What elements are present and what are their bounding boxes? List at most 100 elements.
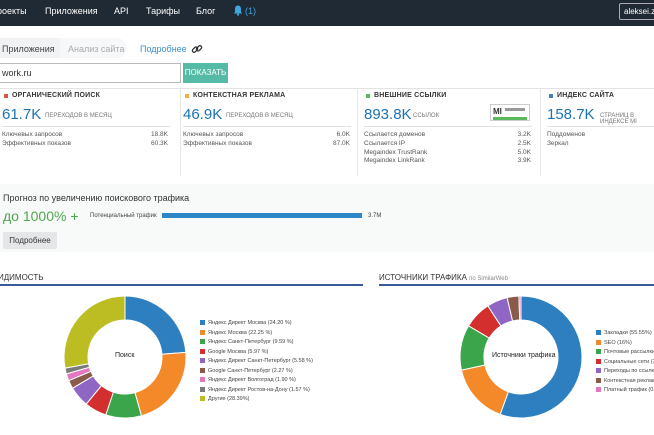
referring-domains-value: 3.2K xyxy=(517,131,531,138)
nav-api[interactable]: API xyxy=(114,6,129,16)
referring-ip-label: Ссылается IP xyxy=(364,140,406,147)
visibility-slice-8[interactable] xyxy=(63,295,126,369)
bell-icon[interactable] xyxy=(233,5,243,16)
forecast-more-button[interactable]: Подробнее xyxy=(3,232,57,249)
traffic-legend-label: Почтовые рассылки (1 xyxy=(604,349,654,355)
show-button[interactable]: ПОКАЗАТЬ xyxy=(183,63,228,83)
traffic-legend-label: SEO (16%) xyxy=(604,339,632,346)
organic-sub: ПЕРЕХОДОВ В МЕСЯЦ xyxy=(45,113,112,119)
visibility-legend-swatch xyxy=(200,329,205,335)
links-title: ВНЕШНИЕ ССЫЛКИ xyxy=(374,92,447,99)
links-value: 893.8K xyxy=(364,106,412,123)
referring-ip-value: 2.5K xyxy=(517,140,531,147)
card-divider-line xyxy=(2,126,170,127)
megaindex-badge[interactable]: MI xyxy=(490,104,530,121)
traffic-slice-1[interactable] xyxy=(460,364,509,415)
visibility-legend-item[interactable]: Яндекс Директ Санкт-Петербург (5.58 %) xyxy=(200,358,313,364)
visibility-legend-label: Яндекс Директ Санкт-Петербург (5.58 %) xyxy=(208,358,313,364)
card-divider xyxy=(357,88,358,176)
traffic-legend-swatch xyxy=(596,339,601,345)
traffic-legend-swatch xyxy=(596,330,601,335)
visibility-legend-item[interactable]: Яндекс Директ Москва (24.20 %) xyxy=(200,320,292,326)
visibility-legend-swatch xyxy=(200,358,205,363)
visibility-legend-item[interactable]: Другие (28.39%) xyxy=(200,396,249,402)
nav-pricing[interactable]: Тарифы xyxy=(146,6,181,16)
forecast-title: Прогноз по увеличению поискового трафика xyxy=(3,193,190,203)
visibility-legend-item[interactable]: Яндекс Директ Волгоград (1.90 %) xyxy=(200,377,296,383)
traffic-legend-item[interactable]: Переходы по ссылкам xyxy=(596,368,654,374)
traffic-legend-item[interactable]: Контекстная реклама xyxy=(596,377,654,384)
traffic-slice-6[interactable] xyxy=(518,295,522,321)
traffic-legend-item[interactable]: SEO (16%) xyxy=(596,339,632,346)
breadcrumb-apps[interactable]: Приложения xyxy=(2,44,55,54)
traffic-legend-label: Закладки (55.55%) xyxy=(604,330,652,336)
traffic-legend-item[interactable]: Закладки (55.55%) xyxy=(596,330,652,336)
visibility-legend-swatch xyxy=(200,396,205,401)
traffic-title: ИСТОЧНИКИ ТРАФИКА по SimilarWeb xyxy=(379,273,508,282)
breadcrumb-site-analysis[interactable]: Анализ сайта xyxy=(68,44,125,54)
nav-blog[interactable]: Блог xyxy=(196,6,216,16)
traffic-legend-item[interactable]: Платный трафик (0.38 xyxy=(596,387,654,393)
organic-impressions-value: 60.3K xyxy=(151,140,168,147)
traffic-legend-item[interactable]: Социальные сети (7.3 xyxy=(596,358,654,365)
metrics-top-divider xyxy=(0,88,654,89)
card-divider-line xyxy=(183,126,351,127)
organic-keywords-value: 18.8K xyxy=(151,131,168,138)
traffic-legend-label: Переходы по ссылкам xyxy=(604,368,654,374)
visibility-legend-label: Яндекс Москва (22.25 %) xyxy=(208,329,273,336)
visibility-slice-0[interactable] xyxy=(124,295,187,355)
visibility-legend-label: Яндекс Директ Москва (24.20 %) xyxy=(208,320,292,326)
link-icon[interactable] xyxy=(191,43,203,55)
traffic-legend-swatch xyxy=(596,358,601,364)
mirrors-label: Зеркал xyxy=(547,140,569,147)
visibility-legend-label: Яндекс Директ Волгоград (1.90 %) xyxy=(208,377,296,383)
index-color-dot xyxy=(549,94,553,98)
subdomains-label: Поддоменов xyxy=(547,131,586,138)
visibility-legend-item[interactable]: Яндекс Санкт-Петербург (9.59 %) xyxy=(200,339,293,345)
card-divider-line xyxy=(547,126,654,127)
traffic-underline xyxy=(379,284,654,286)
notification-count[interactable]: (1) xyxy=(245,6,256,16)
visibility-legend-item[interactable]: Google Москва (5.97 %) xyxy=(200,348,269,355)
context-title: КОНТЕКСТНАЯ РЕКЛАМА xyxy=(193,92,286,99)
forecast-panel xyxy=(0,184,654,252)
visibility-legend-label: Яндекс Санкт-Петербург (9.59 %) xyxy=(208,339,294,345)
index-title: ИНДЕКС САЙТА xyxy=(557,92,615,99)
visibility-legend-item[interactable]: Яндекс Москва (22.25 %) xyxy=(200,329,273,336)
potential-traffic-bar xyxy=(162,213,362,218)
traffic-legend-label: Платный трафик (0.38 xyxy=(604,387,654,393)
organic-value: 61.7K xyxy=(2,106,42,123)
visibility-legend-label: Яндекс Директ Ростов-на-Дону (1.57 %) xyxy=(208,386,310,393)
traffic-legend-swatch xyxy=(596,368,601,373)
traffic-slice-0[interactable] xyxy=(499,295,583,419)
forecast-growth: до 1000% + xyxy=(3,208,79,224)
visibility-slice-1[interactable] xyxy=(134,351,187,417)
trustrank-value: 5.0K xyxy=(517,149,531,156)
links-sub: ССЫЛОК xyxy=(413,113,440,119)
visibility-legend-swatch xyxy=(200,339,205,344)
nav-projects[interactable]: роекты xyxy=(0,6,27,16)
more-link[interactable]: Подробнее xyxy=(140,44,187,54)
traffic-legend-swatch xyxy=(596,377,601,383)
traffic-title-sub: по SimilarWeb xyxy=(469,276,508,282)
linkrank-label: Megaindex LinkRank xyxy=(364,157,425,164)
traffic-legend-label: Социальные сети (7.3 xyxy=(604,358,654,365)
top-navbar: роекты Приложения API Тарифы Блог (1) al… xyxy=(0,0,654,26)
visibility-legend-item[interactable]: Яндекс Директ Ростов-на-Дону (1.57 %) xyxy=(200,386,310,393)
site-url-input[interactable]: work.ru xyxy=(0,63,181,83)
visibility-legend-item[interactable]: Google Санкт-Петербург (2.27 %) xyxy=(200,367,293,374)
organic-color-dot xyxy=(4,94,8,98)
traffic-donut-chart xyxy=(459,295,583,419)
user-menu-button[interactable]: aleksei.z xyxy=(619,3,654,20)
context-color-dot xyxy=(185,94,189,98)
card-divider xyxy=(540,88,541,176)
organic-title: ОРГАНИЧЕСКИЙ ПОИСК xyxy=(12,92,101,99)
organic-keywords-label: Ключевых запросов xyxy=(2,131,63,138)
nav-apps[interactable]: Приложения xyxy=(45,6,98,16)
card-divider xyxy=(180,88,181,176)
traffic-legend-item[interactable]: Почтовые рассылки (1 xyxy=(596,349,654,355)
visibility-donut-chart xyxy=(63,295,187,419)
visibility-legend-label: Google Москва (5.97 %) xyxy=(208,348,269,355)
visibility-legend-swatch xyxy=(200,377,205,382)
traffic-donut-center: Источники трафика xyxy=(492,352,556,359)
